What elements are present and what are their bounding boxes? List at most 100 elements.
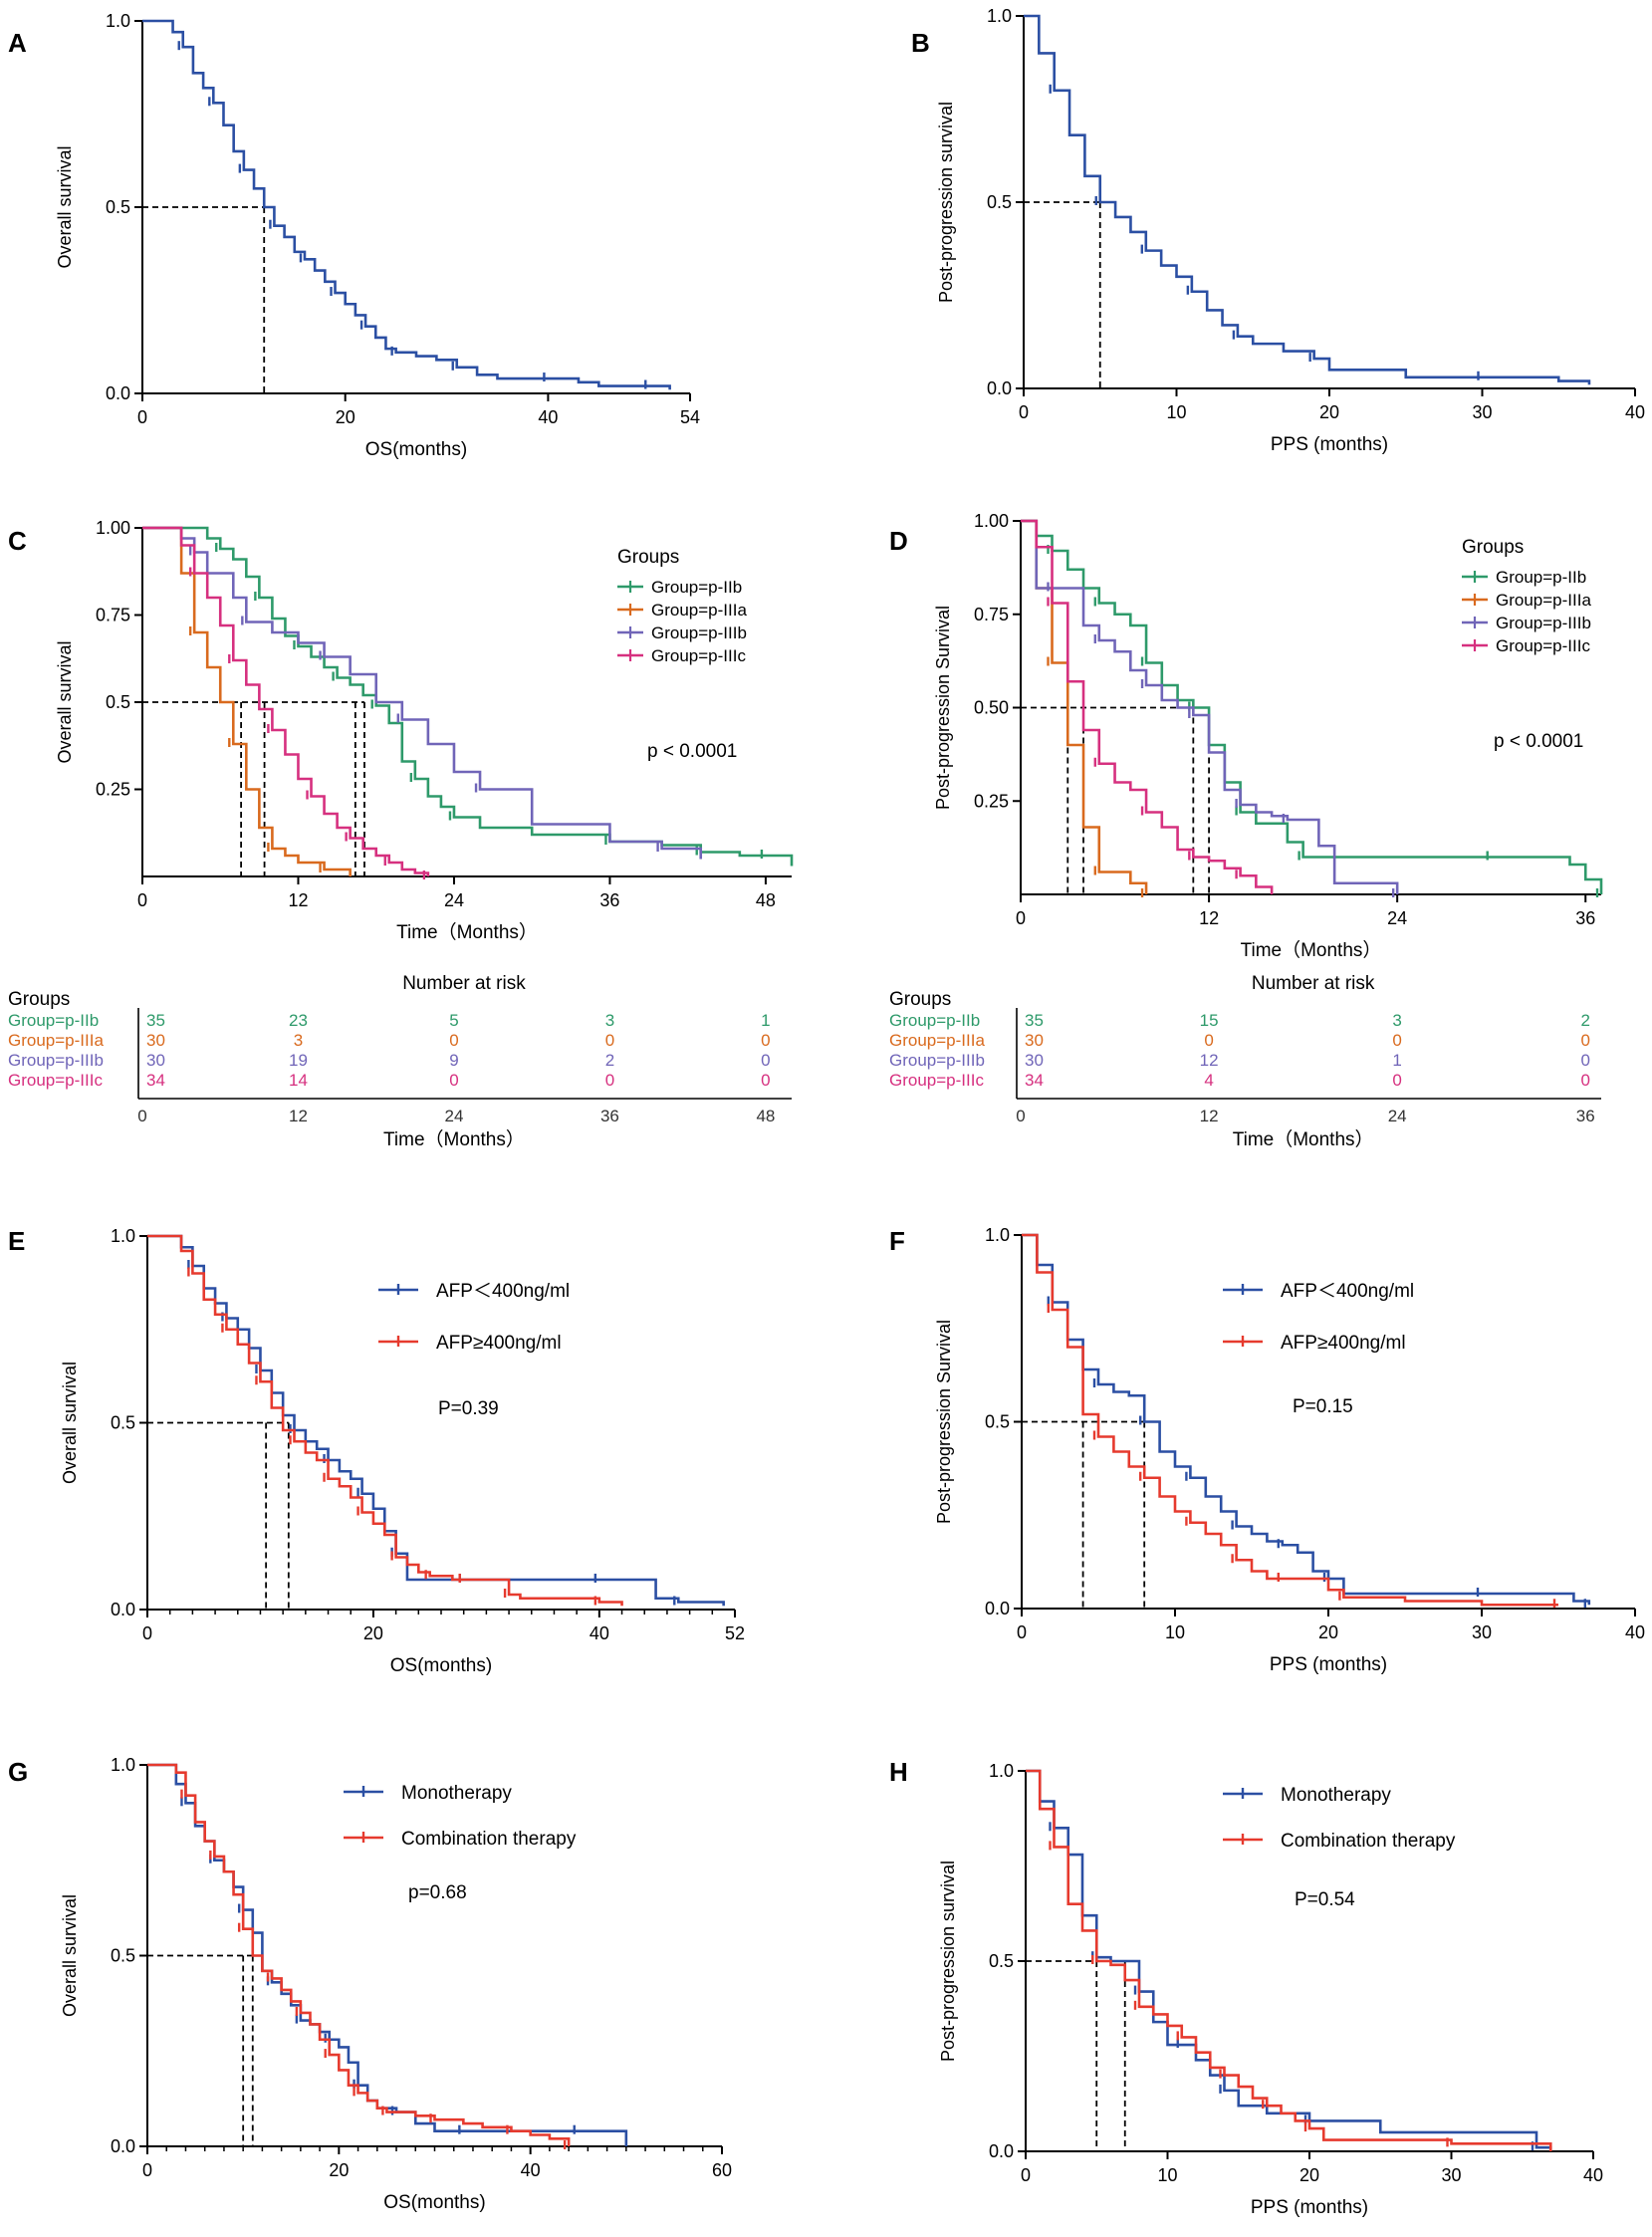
x-tick-label: 36 [599, 890, 619, 910]
y-axis-label: Post-progression Survival [933, 606, 953, 810]
x-tick-label: 30 [1472, 402, 1492, 422]
legend-entry: Group=p-IIIb [651, 623, 747, 642]
km-curve-2 [1022, 1233, 1558, 1607]
x-tick-label: 0 [137, 407, 147, 427]
y-axis-label: Post-progression survival [938, 1861, 958, 2062]
risk-count: 0 [1581, 1051, 1590, 1070]
x-axis-label: Time（Months） [396, 921, 538, 943]
y-tick-label: 0.75 [974, 605, 1009, 624]
y-tick-label: 0.75 [96, 606, 130, 625]
risk-row-label: Group=p-IIIb [889, 1051, 985, 1070]
x-tick-label: 20 [329, 2160, 349, 2180]
risk-row-label: Group=p-IIIa [889, 1031, 985, 1050]
x-tick-label: 54 [680, 407, 700, 427]
legend-title: Groups [1462, 537, 1524, 558]
panel-a: A 0.0 0.5 1.0 0 20 40 54 OS(months) Overall survi… [8, 11, 700, 460]
risk-count: 0 [449, 1031, 458, 1050]
x-tick-label: 0 [142, 2160, 152, 2180]
x-tick-label: 10 [1165, 1622, 1185, 1642]
y-tick-label: 0.50 [974, 698, 1009, 718]
risk-count: 9 [449, 1051, 458, 1070]
risk-row-label: Group=p-IIIc [889, 1071, 984, 1090]
x-tick-label: 48 [756, 890, 776, 910]
y-tick-label: 0.5 [989, 1951, 1014, 1971]
y-axis-label: Post-progression survival [936, 102, 956, 303]
y-tick-label: 0.25 [974, 791, 1009, 811]
y-tick-label: 1.00 [974, 511, 1009, 531]
x-tick-label: 12 [288, 890, 308, 910]
x-axis-label: OS(months) [390, 1655, 492, 1676]
y-tick-label: 0.5 [987, 192, 1012, 212]
x-tick-label: 0 [1021, 2165, 1031, 2185]
x-tick-label: 12 [1199, 908, 1219, 928]
risk-count: 3 [1392, 1011, 1401, 1030]
km-curve-2 [142, 526, 352, 876]
x-tick-label: 40 [590, 1623, 609, 1643]
x-tick-label: 0 [142, 1623, 152, 1643]
legend-entry: Combination therapy [401, 1829, 577, 1850]
panel-label: B [911, 28, 930, 58]
risk-count: 0 [1581, 1071, 1590, 1090]
risk-count: 35 [146, 1011, 165, 1030]
risk-count: 3 [294, 1031, 303, 1050]
y-tick-label: 1.0 [985, 1225, 1010, 1245]
risk-count: 19 [289, 1051, 308, 1070]
legend-title: Groups [617, 547, 679, 568]
km-curve-2 [147, 1763, 571, 2146]
panel-label: H [889, 1757, 908, 1787]
risk-count: 0 [1204, 1031, 1213, 1050]
legend-entry: Group=p-IIIc [1496, 636, 1590, 655]
risk-count: 5 [449, 1011, 458, 1030]
risk-table-header: Groups [889, 989, 951, 1010]
y-axis-label: Post-progression Survival [934, 1320, 954, 1524]
y-tick-label: 0.0 [111, 1600, 135, 1619]
risk-time-tick: 36 [600, 1107, 619, 1125]
km-curve-2 [1026, 1769, 1552, 2151]
y-tick-label: 1.0 [111, 1755, 135, 1775]
panel-g: G 0.0 0.5 1.0 0 20 40 60 OS(months) Overall survi… [8, 1755, 732, 2213]
legend-entry: Group=p-IIIa [651, 601, 747, 620]
risk-count: 34 [1025, 1071, 1044, 1090]
x-tick-label: 40 [538, 407, 558, 427]
x-axis-label: PPS (months) [1251, 2197, 1368, 2218]
km-curve-2 [147, 1234, 623, 1607]
panel-label: E [8, 1226, 25, 1256]
x-tick-label: 40 [1583, 2165, 1603, 2185]
risk-count: 23 [289, 1011, 308, 1030]
x-axis-label: OS(months) [383, 2192, 485, 2213]
risk-time-tick: 0 [137, 1107, 146, 1125]
x-tick-label: 24 [444, 890, 464, 910]
y-tick-label: 1.0 [111, 1226, 135, 1246]
risk-time-tick: 12 [289, 1107, 308, 1125]
risk-count: 1 [1392, 1051, 1401, 1070]
risk-time-tick: 36 [1576, 1107, 1595, 1125]
legend-entry: Monotherapy [1281, 1785, 1391, 1806]
risk-count: 30 [1025, 1031, 1044, 1050]
y-axis-label: Overall survival [60, 1362, 80, 1484]
x-tick-label: 24 [1387, 908, 1407, 928]
km-curve-4 [1021, 519, 1274, 894]
legend-entry: AFP＜400ng/ml [1281, 1281, 1414, 1302]
y-tick-label: 1.0 [106, 11, 130, 31]
risk-count: 15 [1200, 1011, 1219, 1030]
x-tick-label: 20 [1319, 402, 1339, 422]
legend-entry: Combination therapy [1281, 1831, 1456, 1852]
km-curve-3 [1021, 519, 1399, 894]
km-curve-1 [1026, 1769, 1552, 2151]
x-tick-label: 20 [363, 1623, 383, 1643]
legend-entry: AFP≥400ng/ml [436, 1333, 562, 1354]
legend-entry: Group=p-IIIc [651, 646, 746, 665]
x-tick-label: 40 [1625, 402, 1645, 422]
risk-row-label: Group=p-IIIc [8, 1071, 103, 1090]
panel-d: D0.250.500.751.000 12 24 36Time（Months）Post… [889, 511, 1603, 1150]
risk-table-header: Groups [8, 989, 70, 1010]
risk-row-label: Group=p-IIb [8, 1011, 99, 1030]
x-tick-label: 20 [1299, 2165, 1319, 2185]
risk-table-title: Number at risk [402, 973, 526, 994]
risk-count: 2 [605, 1051, 614, 1070]
x-tick-label: 0 [1017, 1622, 1027, 1642]
risk-count: 2 [1581, 1011, 1590, 1030]
legend-entry: Group=p-IIb [651, 578, 742, 597]
km-curve-1 [1022, 1233, 1591, 1606]
x-axis-label: Time（Months） [1241, 939, 1382, 961]
